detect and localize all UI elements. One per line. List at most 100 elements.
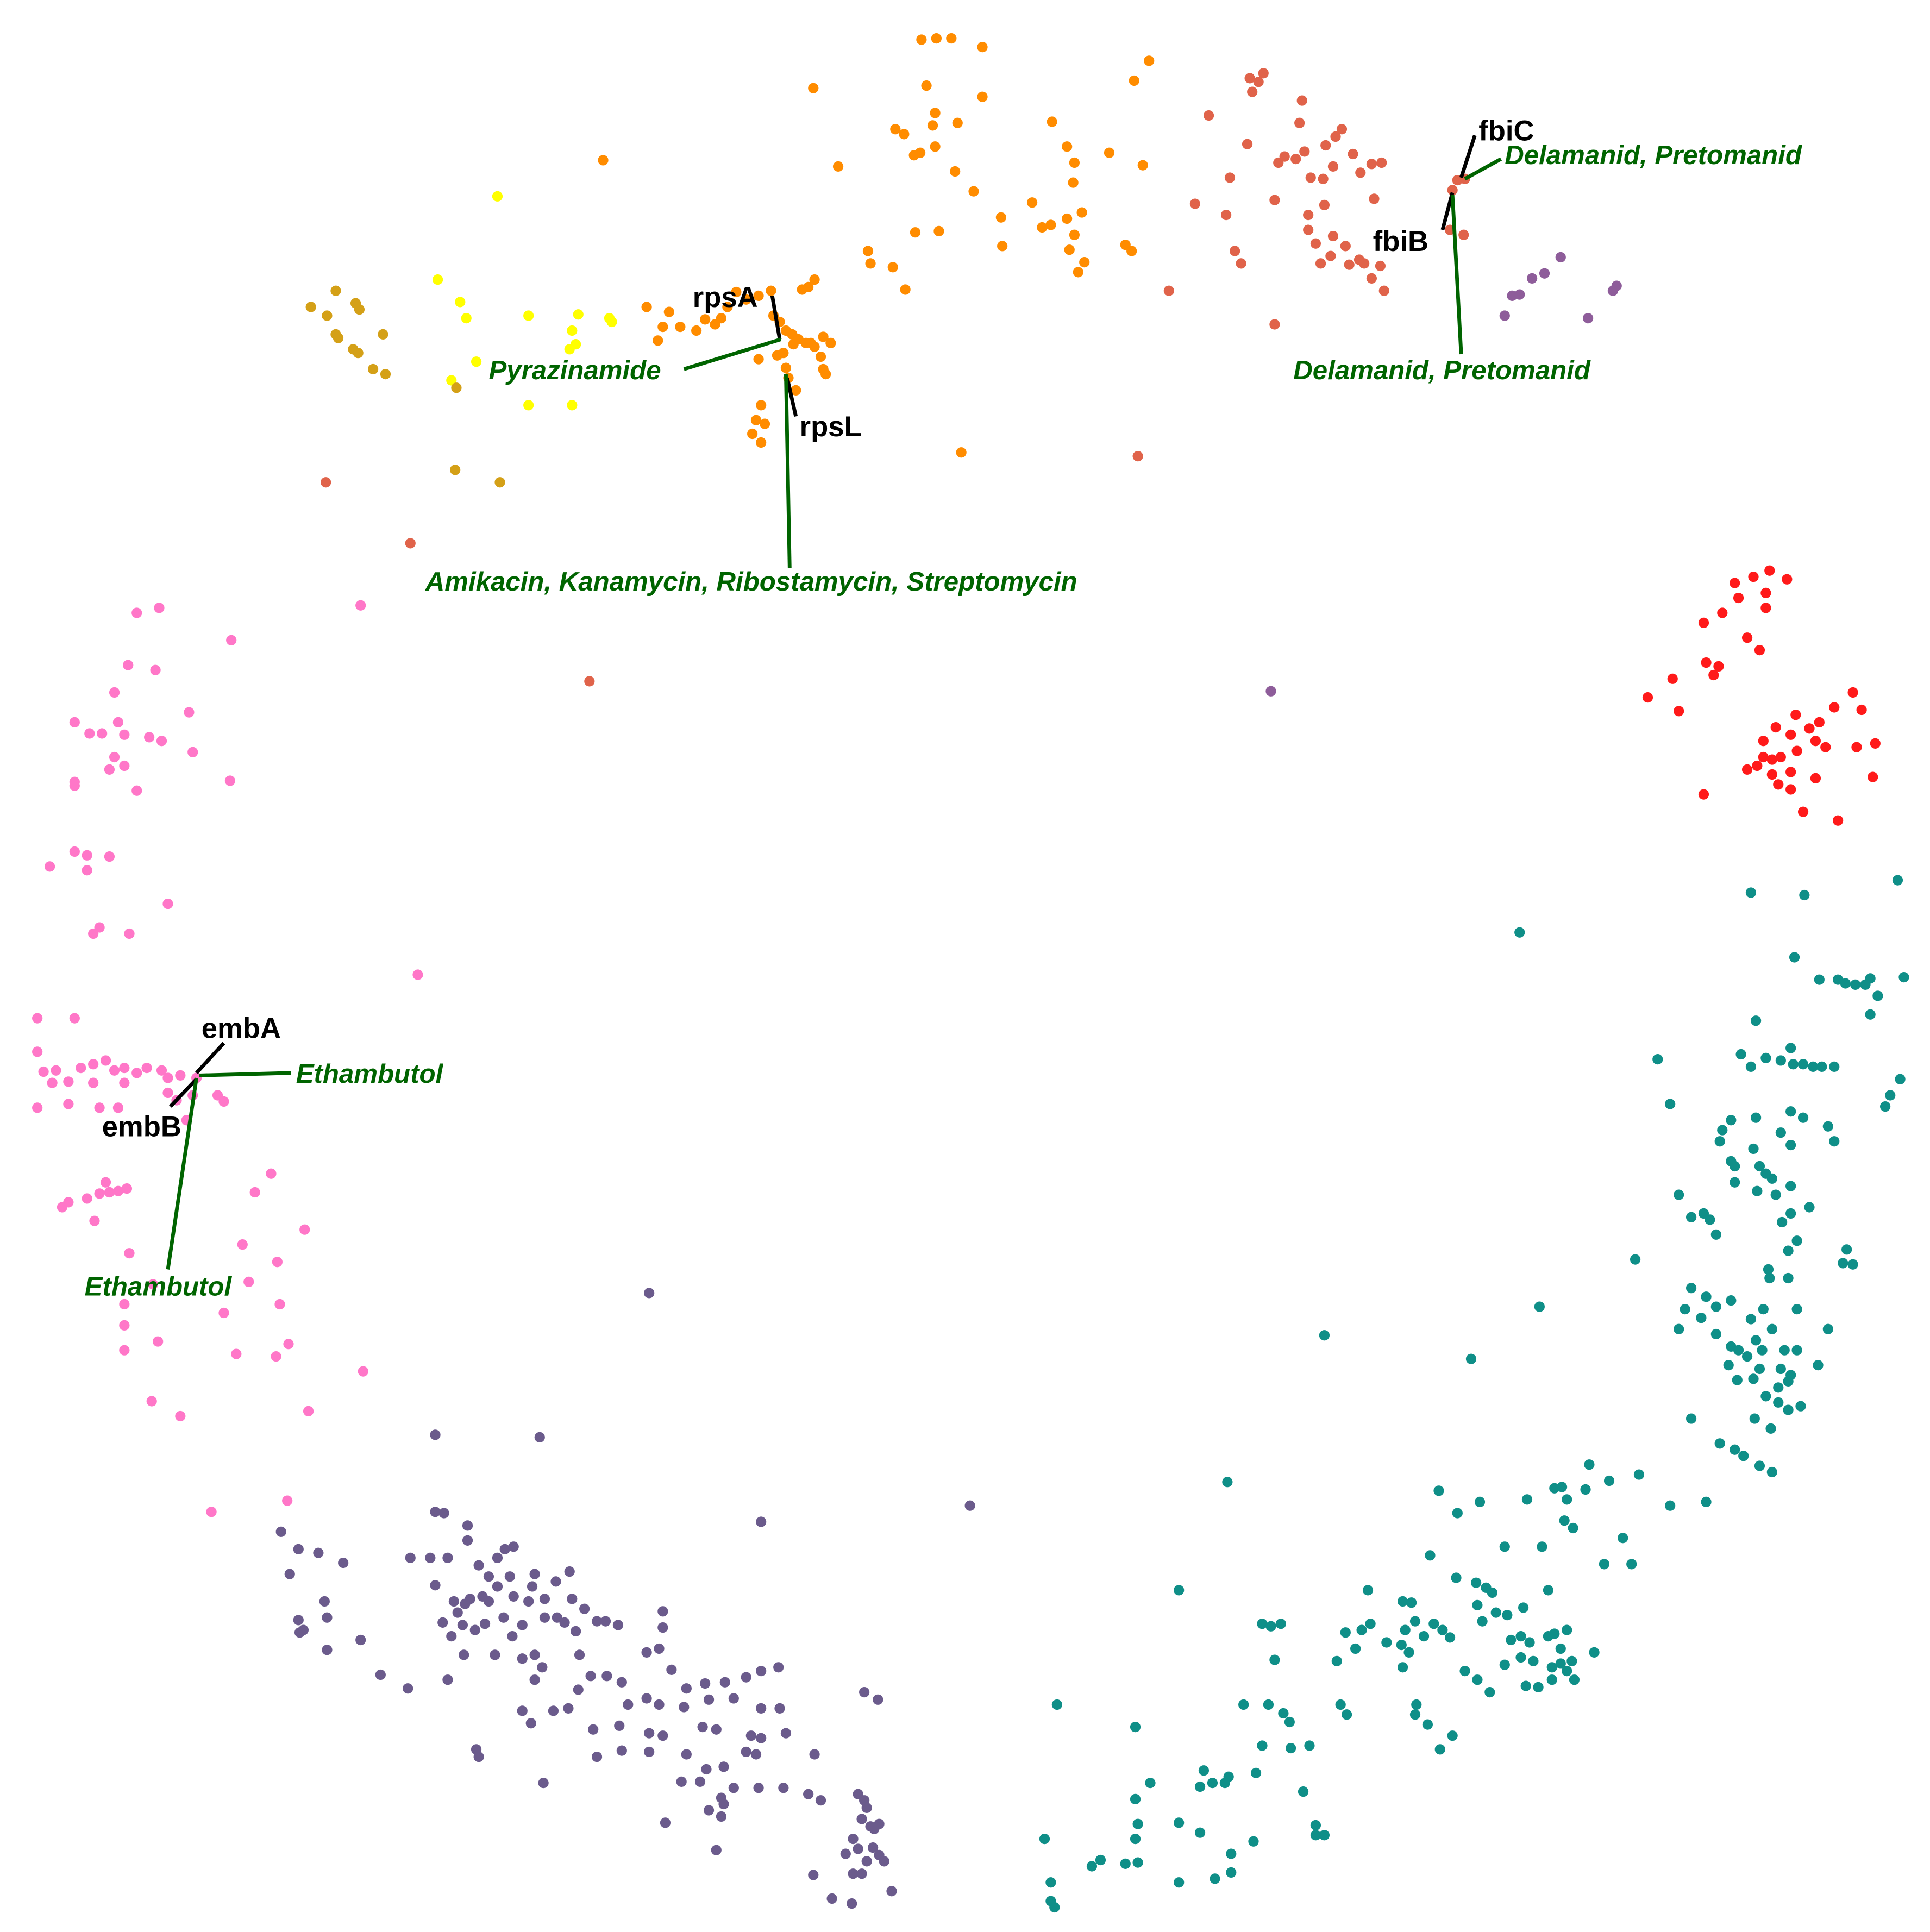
- data-point: [697, 1722, 708, 1733]
- data-point: [1764, 1272, 1775, 1284]
- data-point: [1749, 1413, 1760, 1424]
- data-point: [1726, 1295, 1737, 1306]
- data-point: [1294, 117, 1305, 128]
- data-point: [442, 1552, 453, 1564]
- data-point: [753, 1783, 764, 1793]
- data-point: [1129, 75, 1139, 86]
- embb-drug-leader-line: [166, 1077, 199, 1270]
- data-point: [38, 1066, 49, 1077]
- data-point: [156, 736, 167, 747]
- data-point: [1515, 1652, 1526, 1663]
- data-point: [44, 861, 55, 872]
- data-point: [430, 1429, 441, 1440]
- data-point: [1290, 154, 1301, 165]
- data-point: [956, 447, 967, 458]
- data-point: [1559, 1515, 1570, 1526]
- data-point: [1499, 310, 1510, 321]
- data-point: [1319, 199, 1330, 210]
- data-point: [931, 33, 942, 44]
- data-point: [750, 415, 762, 425]
- data-point: [47, 1077, 58, 1088]
- data-point: [492, 1552, 503, 1564]
- data-point: [1741, 632, 1753, 643]
- data-point: [1132, 451, 1143, 462]
- data-point: [457, 1620, 468, 1630]
- data-point: [355, 1634, 366, 1646]
- data-point: [681, 1749, 692, 1760]
- series-2: [305, 285, 505, 488]
- data-point: [319, 1596, 330, 1607]
- data-point: [154, 603, 165, 613]
- data-point: [1219, 1778, 1230, 1789]
- series-0: [598, 33, 1155, 458]
- data-point: [968, 186, 979, 197]
- data-point: [353, 348, 364, 359]
- data-point: [564, 1566, 575, 1577]
- data-point: [1474, 1496, 1486, 1508]
- data-point: [123, 660, 134, 670]
- data-point: [900, 284, 911, 295]
- rpsl-leader-line: [785, 377, 798, 417]
- data-point: [1452, 1508, 1463, 1519]
- data-point: [1396, 1639, 1407, 1651]
- data-point: [1760, 1052, 1771, 1063]
- data-point: [1785, 1208, 1796, 1219]
- data-point: [57, 1202, 68, 1213]
- data-point: [899, 129, 910, 140]
- data-point: [1766, 1466, 1777, 1478]
- data-point: [780, 1728, 792, 1739]
- emba-drug-label: Ethambutol: [296, 1059, 444, 1089]
- data-point: [109, 687, 120, 698]
- embb-leader-line: [169, 1077, 198, 1108]
- data-point: [1865, 973, 1876, 984]
- data-point: [517, 1705, 528, 1716]
- data-point: [601, 1671, 612, 1682]
- data-point: [1838, 1258, 1848, 1269]
- data-point: [527, 1581, 538, 1592]
- data-point: [574, 1649, 585, 1660]
- data-point: [237, 1239, 248, 1250]
- data-point: [451, 382, 462, 393]
- data-point: [1752, 760, 1763, 771]
- data-point: [1758, 751, 1769, 763]
- data-point: [1665, 1099, 1676, 1109]
- data-point: [997, 241, 1008, 252]
- data-point: [1865, 1009, 1876, 1020]
- data-point: [1226, 1848, 1237, 1859]
- data-point: [1499, 1659, 1510, 1670]
- data-point: [701, 1764, 712, 1775]
- data-point: [1411, 1699, 1422, 1710]
- data-point: [654, 1643, 665, 1654]
- data-point: [1514, 289, 1525, 300]
- data-point: [226, 635, 237, 645]
- data-point: [1418, 1630, 1430, 1642]
- data-point: [539, 1612, 550, 1623]
- emba-leader-line: [195, 1042, 225, 1075]
- data-point: [112, 717, 124, 728]
- data-point: [641, 1693, 652, 1704]
- data-point: [641, 302, 652, 312]
- data-point: [809, 1749, 820, 1760]
- data-point: [1696, 1313, 1707, 1323]
- data-point: [1342, 1709, 1352, 1720]
- data-point: [772, 350, 783, 361]
- data-point: [1750, 1015, 1762, 1026]
- fbib-drugs-label: Delamanid, Pretomanid: [1293, 355, 1591, 385]
- data-point: [1785, 1139, 1796, 1151]
- data-point: [567, 1594, 578, 1604]
- data-point: [788, 339, 799, 350]
- annotation-leader-lines: [166, 135, 1502, 1270]
- data-point: [147, 1279, 159, 1290]
- data-point: [1804, 723, 1815, 734]
- data-point: [1868, 771, 1878, 782]
- data-point: [224, 775, 236, 786]
- data-point: [1403, 1647, 1414, 1658]
- data-point: [1273, 157, 1284, 168]
- data-point: [63, 1076, 74, 1087]
- data-point: [354, 304, 365, 315]
- data-point: [1701, 1496, 1712, 1508]
- data-point: [446, 375, 457, 386]
- data-point: [1626, 1559, 1637, 1570]
- data-point: [1381, 1637, 1392, 1648]
- data-point: [462, 1535, 473, 1546]
